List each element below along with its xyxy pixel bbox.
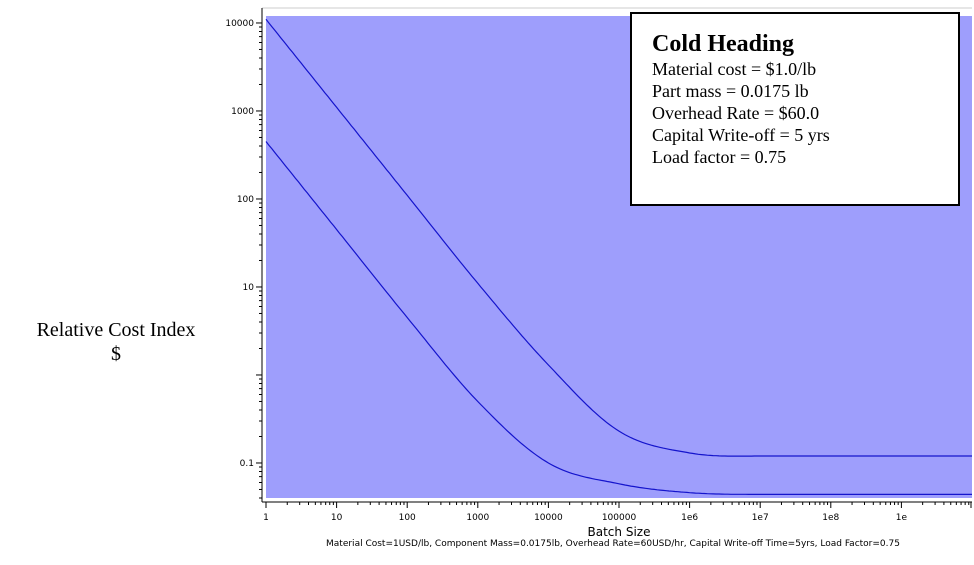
y-tick-label: 1000 xyxy=(231,107,254,117)
chart-caption: Material Cost=1USD/lb, Component Mass=0.… xyxy=(326,539,900,549)
series-line-lower xyxy=(265,141,972,495)
info-box: Cold Heading Material cost = $1.0/lb Par… xyxy=(630,12,960,206)
y-axis-label: Relative Cost Index $ xyxy=(0,318,232,366)
info-box-line: Overhead Rate = $60.0 xyxy=(652,103,820,123)
x-tick-label: 1e8 xyxy=(822,513,839,523)
x-tick-label: 1 xyxy=(263,513,269,523)
y-tick-label: 10 xyxy=(243,283,255,293)
x-tick-label: 1000 xyxy=(466,513,489,523)
y-tick-label: 0.1 xyxy=(240,459,254,469)
x-tick-label: 10000 xyxy=(534,513,563,523)
y-tick-label: 100 xyxy=(237,195,254,205)
info-box-line: Part mass = 0.0175 lb xyxy=(652,81,809,101)
x-tick-label: 1e7 xyxy=(752,513,769,523)
info-box-line: Material cost = $1.0/lb xyxy=(652,59,817,79)
x-tick-label: 100000 xyxy=(602,513,637,523)
x-tick-label: 10 xyxy=(331,513,343,523)
y-axis-label-line-2: $ xyxy=(111,343,121,365)
x-tick-label: 1e6 xyxy=(681,513,698,523)
x-tick-label: 1e xyxy=(896,513,908,523)
info-box-line: Capital Write-off = 5 yrs xyxy=(652,125,830,145)
x-axis-label: Batch Size xyxy=(587,525,651,539)
y-axis-label-line-1: Relative Cost Index xyxy=(36,319,196,341)
info-box-title: Cold Heading xyxy=(652,31,795,57)
y-tick-label: 10000 xyxy=(225,19,254,29)
series-line-upper xyxy=(265,18,972,457)
info-box-line: Load factor = 0.75 xyxy=(652,147,787,167)
x-tick-label: 100 xyxy=(399,513,416,523)
